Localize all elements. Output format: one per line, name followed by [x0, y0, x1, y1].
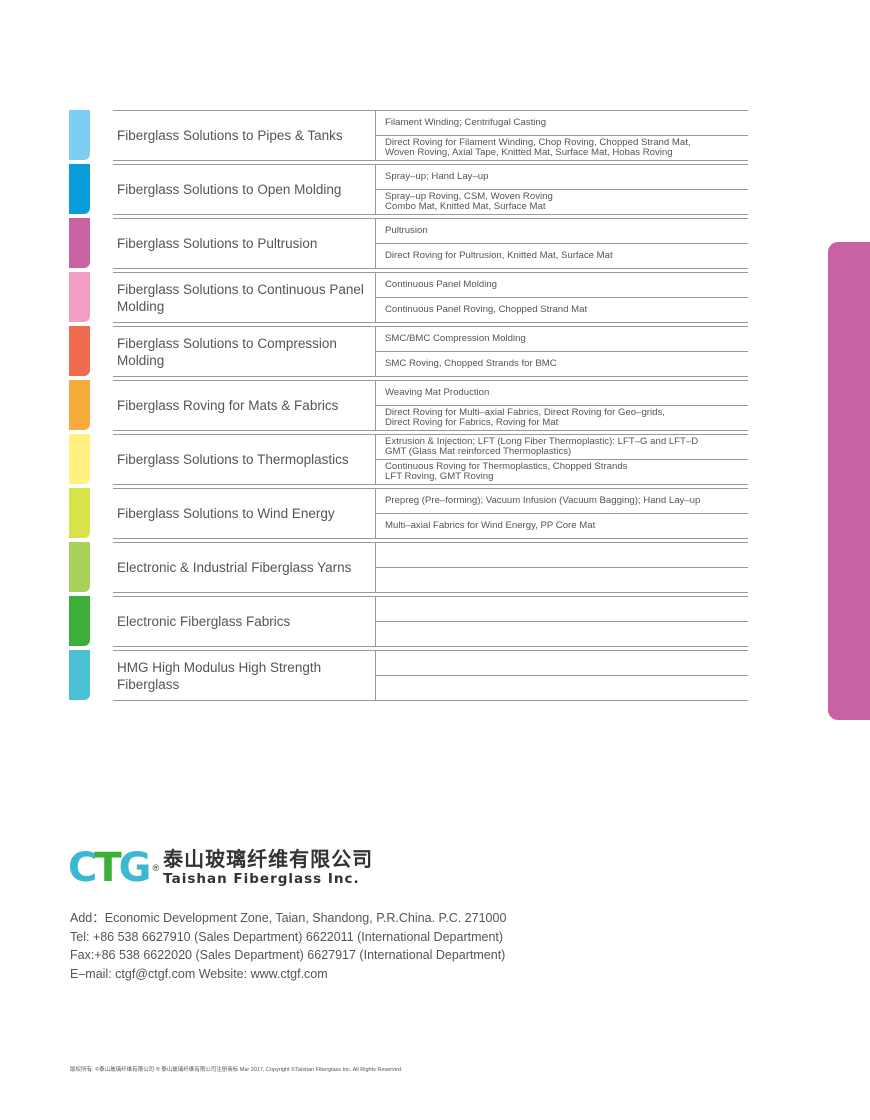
- color-bar: [69, 164, 90, 214]
- group-name: HMG High Modulus High Strength Fiberglas…: [117, 659, 322, 692]
- group-name: Electronic & Industrial Fiberglass Yarns: [117, 560, 352, 575]
- products-cell: Direct Roving for Multi–axial Fabrics, D…: [385, 407, 665, 428]
- application-cell: Weaving Mat Production: [376, 381, 748, 406]
- application-cell: Pultrusion: [376, 219, 748, 244]
- group-name: Fiberglass Solutions to Compression Mold…: [117, 335, 337, 368]
- product-group: Fiberglass Solutions to Wind Energy Prep…: [113, 488, 748, 539]
- color-bar: [69, 380, 90, 430]
- product-group: Fiberglass Solutions to Thermoplastics E…: [113, 434, 748, 485]
- company-logo: CTG ® 泰山玻璃纤维有限公司 Taishan Fiberglass Inc.: [68, 848, 373, 888]
- group-name: Electronic Fiberglass Fabrics: [117, 614, 291, 629]
- application-cell: [376, 651, 748, 676]
- column-divider: [375, 165, 376, 214]
- application-cell: [376, 543, 748, 568]
- column-divider: [375, 111, 376, 160]
- logo-letter: G: [118, 845, 152, 891]
- column-divider: [375, 543, 376, 592]
- color-bar: [69, 542, 90, 592]
- column-divider: [375, 273, 376, 322]
- section-tab: [828, 242, 870, 720]
- group-name: Fiberglass Solutions to Wind Energy: [117, 506, 335, 521]
- application-cell: SMC/BMC Compression Molding: [376, 327, 748, 352]
- group-name: Fiberglass Solutions to Open Molding: [117, 182, 342, 197]
- ctg-logo-mark: CTG: [68, 845, 152, 891]
- color-bar: [69, 272, 90, 322]
- color-bar: [69, 596, 90, 646]
- product-group: Fiberglass Solutions to Pipes & Tanks Fi…: [113, 110, 748, 161]
- column-divider: [375, 435, 376, 484]
- application-cell: Continuous Panel Molding: [376, 273, 748, 298]
- fax: Fax:+86 538 6622020 (Sales Department) 6…: [70, 948, 506, 962]
- product-group: HMG High Modulus High Strength Fiberglas…: [113, 650, 748, 701]
- company-name-cn: 泰山玻璃纤维有限公司: [163, 849, 374, 871]
- color-bar: [69, 434, 90, 484]
- product-group: Fiberglass Roving for Mats & Fabrics Wea…: [113, 380, 748, 431]
- contact-info: Add：Economic Development Zone, Taian, Sh…: [70, 909, 506, 983]
- column-divider: [375, 327, 376, 376]
- products-cell: Spray–up Roving, CSM, Woven Roving Combo…: [385, 191, 553, 212]
- color-bar: [69, 488, 90, 538]
- telephone: Tel: +86 538 6627910 (Sales Department) …: [70, 929, 504, 944]
- product-group: Electronic & Industrial Fiberglass Yarns: [113, 542, 748, 593]
- application-cell: Filament Winding; Centrifugal Casting: [376, 111, 748, 136]
- application-cell: Extrusion & Injection; LFT (Long Fiber T…: [376, 435, 748, 460]
- product-group: Fiberglass Solutions to Pultrusion Pultr…: [113, 218, 748, 269]
- copyright-footer: 版权所有: ©泰山玻璃纤维有限公司 ® 泰山玻璃纤维有限公司注册商标 Mar 2…: [70, 1067, 403, 1073]
- column-divider: [375, 597, 376, 646]
- group-name: Fiberglass Solutions to Thermoplastics: [117, 452, 349, 467]
- email-website: E–mail: ctgf@ctgf.com Website: www.ctgf.…: [70, 966, 328, 981]
- column-divider: [375, 651, 376, 700]
- application-cell: [376, 597, 748, 622]
- address: Add：Economic Development Zone, Taian, Sh…: [70, 911, 507, 925]
- column-divider: [375, 381, 376, 430]
- products-cell: Multi–axial Fabrics for Wind Energy, PP …: [385, 520, 596, 531]
- application-cell: Spray–up; Hand Lay–up: [376, 165, 748, 190]
- application-cell: Prepreg (Pre–forming); Vacuum Infusion (…: [376, 489, 748, 514]
- column-divider: [375, 489, 376, 538]
- column-divider: [375, 219, 376, 268]
- products-cell: [376, 676, 748, 700]
- group-name: Fiberglass Roving for Mats & Fabrics: [117, 398, 339, 413]
- product-group: Fiberglass Solutions to Compression Mold…: [113, 326, 748, 377]
- products-cell: [376, 568, 748, 592]
- color-bar: [69, 326, 90, 376]
- logo-letter: C: [68, 845, 97, 891]
- group-name: Fiberglass Solutions to Pipes & Tanks: [117, 128, 343, 143]
- products-cell: [376, 622, 748, 646]
- product-group: Fiberglass Solutions to Open Molding Spr…: [113, 164, 748, 215]
- registered-mark: ®: [152, 863, 160, 873]
- color-bar: [69, 218, 90, 268]
- product-group: Fiberglass Solutions to Continuous Panel…: [113, 272, 748, 323]
- group-name: Fiberglass Solutions to Continuous Panel…: [117, 281, 364, 314]
- products-cell: SMC Roving, Chopped Strands for BMC: [385, 358, 557, 369]
- logo-letter: T: [94, 845, 121, 891]
- company-name-en: Taishan Fiberglass Inc.: [163, 871, 360, 887]
- color-bar: [69, 110, 90, 160]
- products-cell: Continuous Roving for Thermoplastics, Ch…: [385, 461, 628, 482]
- group-name: Fiberglass Solutions to Pultrusion: [117, 236, 318, 251]
- products-cell: Direct Roving for Pultrusion, Knitted Ma…: [385, 250, 613, 261]
- products-cell: Direct Roving for Filament Winding, Chop…: [385, 137, 691, 158]
- product-group: Electronic Fiberglass Fabrics: [113, 596, 748, 647]
- color-bar: [69, 650, 90, 700]
- products-cell: Continuous Panel Roving, Chopped Strand …: [385, 304, 588, 315]
